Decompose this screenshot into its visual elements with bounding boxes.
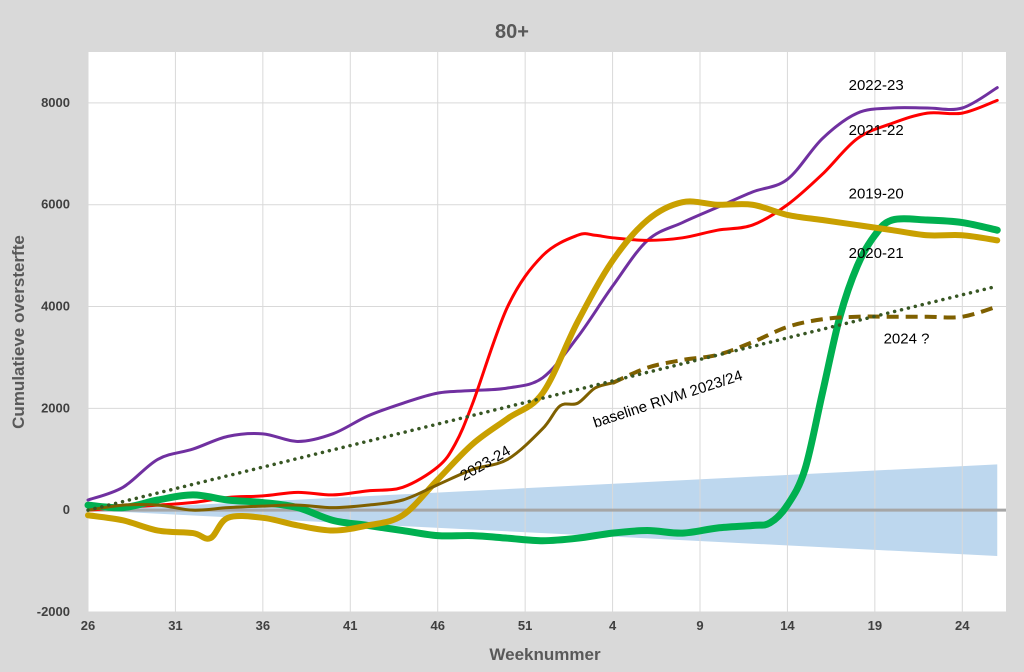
series-line-baseline-rivm-2023-24 (86, 284, 1000, 512)
x-tick-label: 19 (868, 618, 882, 633)
x-axis-ticks: 26 31 36 41 46 51 4 9 14 19 24 (81, 618, 971, 633)
y-tick-label: 6000 (41, 197, 70, 212)
y-tick-label: 8000 (41, 95, 70, 110)
series-label: 2020-21 (849, 245, 904, 262)
x-tick-label: 4 (609, 618, 617, 633)
series-line-2023-24 (86, 381, 615, 512)
x-tick-label: 14 (780, 618, 795, 633)
x-tick-label: 41 (343, 618, 357, 633)
series-line-2019-20 (84, 215, 1001, 545)
series-line-2021-22 (86, 98, 999, 512)
y-axis-ticks: -2000 0 2000 4000 6000 8000 (37, 95, 70, 619)
series-line-2024 (611, 304, 998, 385)
y-tick-label: 4000 (41, 299, 70, 314)
x-tick-label: 31 (168, 618, 182, 633)
x-tick-label: 46 (430, 618, 444, 633)
y-tick-label: 2000 (41, 400, 70, 415)
chart-title: 80+ (495, 21, 529, 43)
x-tick-label: 51 (518, 618, 532, 633)
x-tick-label: 9 (696, 618, 703, 633)
series-label: 2019-20 (849, 186, 904, 203)
series-label: 2024 ? (884, 331, 930, 348)
series-lines (84, 86, 1001, 545)
series-label: 2022-23 (849, 77, 904, 94)
series-line-2022-23 (86, 86, 999, 502)
x-tick-label: 26 (81, 618, 95, 633)
x-axis-title: Weeknummer (489, 645, 601, 664)
x-tick-label: 36 (256, 618, 270, 633)
y-tick-label: 0 (63, 502, 70, 517)
series-line-2020-21 (85, 198, 1001, 542)
y-axis-title: Cumulatieve oversterfte (9, 235, 28, 429)
y-tick-label: -2000 (37, 604, 70, 619)
x-tick-label: 24 (955, 618, 970, 633)
series-label: 2021-22 (849, 122, 904, 139)
